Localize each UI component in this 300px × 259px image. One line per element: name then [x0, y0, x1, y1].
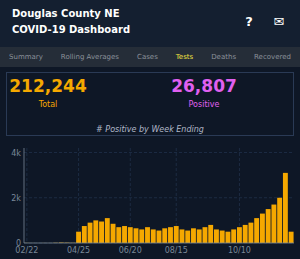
bar [243, 225, 248, 243]
total-label: Total [0, 100, 108, 109]
bar [162, 228, 167, 243]
bar [76, 232, 81, 243]
bar [88, 223, 93, 243]
y-tick-label: 4k [11, 149, 21, 158]
bar [197, 229, 202, 243]
bar [254, 218, 259, 243]
bar [116, 227, 121, 243]
bar [289, 232, 294, 243]
bar [277, 198, 282, 243]
bar [266, 209, 271, 243]
bar [225, 232, 230, 243]
bar [151, 229, 156, 243]
bar [128, 227, 133, 243]
bar [283, 173, 288, 243]
total-value: 212,244 [0, 76, 108, 96]
nav-item[interactable]: Tests [176, 53, 193, 61]
bar [180, 229, 185, 243]
bar [82, 226, 87, 243]
title-line: COVID-19 Dashboard [12, 24, 130, 35]
bar [93, 220, 98, 243]
y-grid-line [24, 243, 294, 244]
x-tick-label: 02/22 [15, 246, 38, 255]
x-tick-label: 10/10 [228, 246, 251, 255]
grid [24, 148, 294, 243]
y-grid-line [24, 152, 294, 153]
bar [220, 231, 225, 243]
nav-item[interactable]: Rolling Averages [61, 53, 119, 61]
bar [208, 225, 213, 243]
nav-item[interactable]: Deaths [211, 53, 236, 61]
x-grid-line [78, 148, 79, 243]
header-icon[interactable]: ? [239, 14, 259, 29]
bar [122, 226, 127, 243]
bar [185, 231, 190, 243]
positive-value: 26,807 [144, 76, 264, 96]
chart-title: # Positive by Week Ending [0, 125, 300, 134]
bar [99, 222, 104, 243]
bar [168, 227, 173, 243]
bars [24, 173, 293, 243]
nav-item[interactable]: Summary [9, 53, 43, 61]
x-grid-line [26, 148, 27, 243]
nav-item[interactable]: Recovered [254, 53, 291, 61]
bar [260, 214, 265, 243]
bar [203, 227, 208, 243]
x-tick-label: 08/15 [165, 246, 188, 255]
y-grid-line [24, 197, 294, 198]
header-icon[interactable]: ✉ [269, 14, 289, 29]
bar [191, 228, 196, 243]
bar [214, 229, 219, 243]
bar [105, 218, 110, 243]
nav-item[interactable]: Cases [137, 53, 158, 61]
y-axis [24, 148, 25, 243]
chart: 02k4k02/2204/2506/2008/1510/10 [0, 140, 300, 259]
header: Douglas County NE COVID-19 Dashboard? ✉ [0, 0, 300, 47]
bar [237, 227, 242, 243]
bar [139, 229, 144, 243]
bar [231, 229, 236, 243]
stats: 212,244 Total 26,807 Positive # Positive by … [0, 67, 300, 140]
bar [145, 227, 150, 243]
y-tick-label: 2k [11, 194, 21, 203]
bar [174, 226, 179, 243]
chart-svg: 02k4k02/2204/2506/2008/1510/10 [0, 140, 300, 259]
bar [134, 228, 139, 243]
bar [157, 231, 162, 243]
positive-label: Positive [144, 100, 264, 109]
x-axis [24, 243, 294, 244]
nav-bar: Summary Rolling Averages Cases Tests Deaths R… [0, 47, 300, 67]
x-tick-label: 06/20 [119, 246, 142, 255]
title-line: Douglas County NE [12, 8, 120, 19]
x-tick-label: 04/25 [67, 246, 90, 255]
bar [248, 223, 253, 243]
bar [271, 205, 276, 243]
bar [111, 224, 116, 243]
